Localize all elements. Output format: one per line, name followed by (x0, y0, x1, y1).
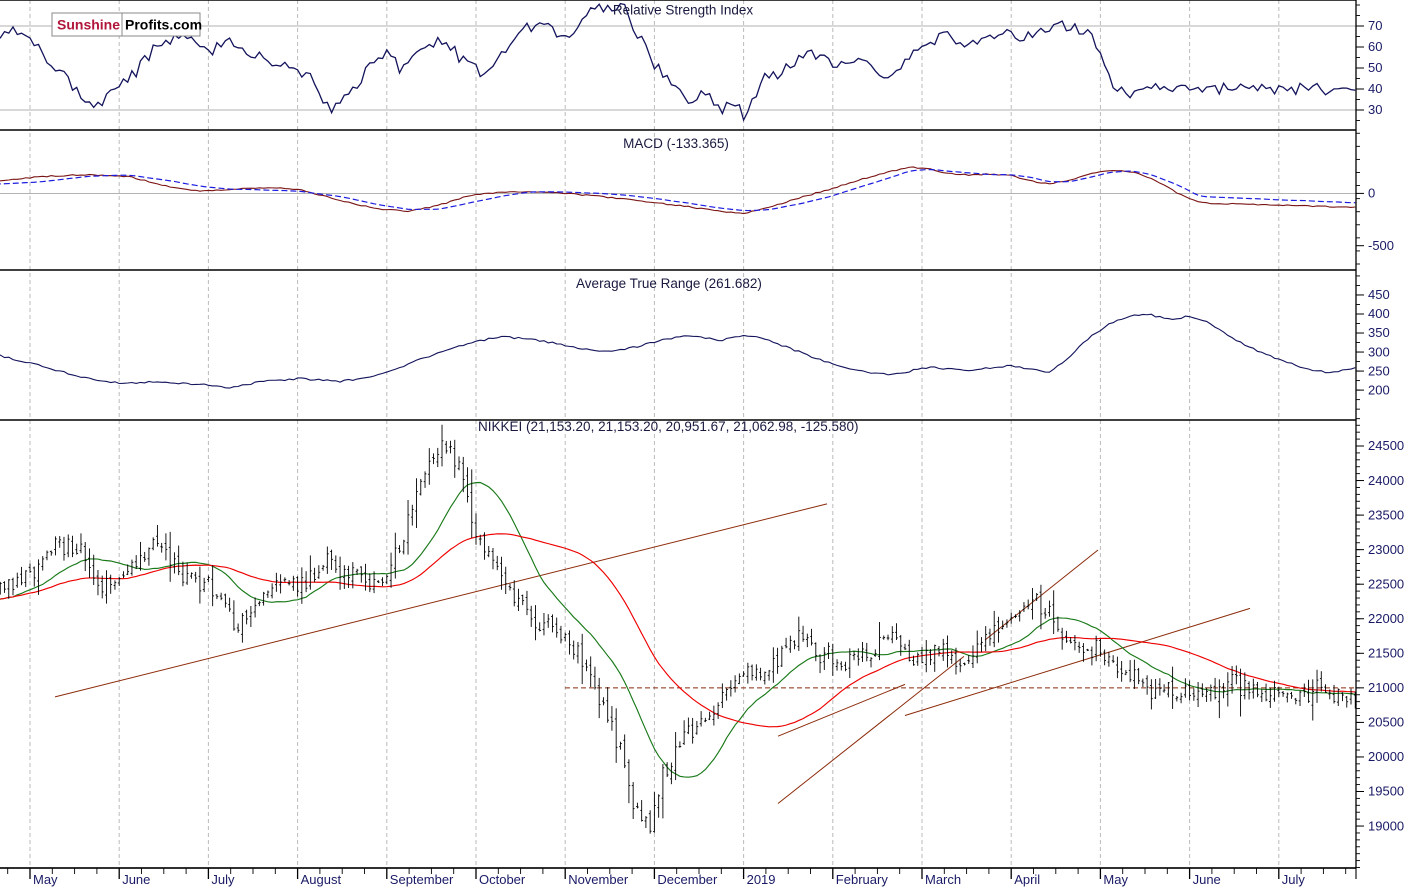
svg-text:Profits.com: Profits.com (125, 17, 202, 33)
svg-text:August: August (301, 872, 342, 887)
svg-text:October: October (479, 872, 526, 887)
svg-text:300: 300 (1368, 344, 1390, 359)
svg-text:21000: 21000 (1368, 680, 1404, 695)
svg-text:19000: 19000 (1368, 818, 1404, 833)
svg-text:30: 30 (1368, 102, 1382, 117)
svg-text:June: June (1193, 872, 1221, 887)
svg-text:2019: 2019 (747, 872, 776, 887)
svg-text:Sunshine: Sunshine (57, 17, 120, 33)
svg-text:24500: 24500 (1368, 438, 1404, 453)
svg-text:400: 400 (1368, 306, 1390, 321)
svg-text:40: 40 (1368, 81, 1382, 96)
svg-text:60: 60 (1368, 39, 1382, 54)
svg-text:March: March (925, 872, 961, 887)
svg-text:June: June (122, 872, 150, 887)
svg-text:350: 350 (1368, 325, 1390, 340)
svg-text:23500: 23500 (1368, 507, 1404, 522)
svg-text:0: 0 (1368, 186, 1375, 201)
svg-text:MACD (-133.365): MACD (-133.365) (623, 136, 729, 151)
svg-text:20000: 20000 (1368, 749, 1404, 764)
svg-text:July: July (1282, 872, 1306, 887)
svg-text:200: 200 (1368, 382, 1390, 397)
svg-text:23000: 23000 (1368, 542, 1404, 557)
svg-text:24000: 24000 (1368, 473, 1404, 488)
svg-text:April: April (1014, 872, 1040, 887)
svg-text:450: 450 (1368, 287, 1390, 302)
svg-text:July: July (211, 872, 235, 887)
svg-text:22000: 22000 (1368, 611, 1404, 626)
svg-text:19500: 19500 (1368, 784, 1404, 799)
svg-text:21500: 21500 (1368, 646, 1404, 661)
svg-text:February: February (836, 872, 889, 887)
svg-text:Average True Range (261.682): Average True Range (261.682) (576, 276, 762, 291)
svg-text:250: 250 (1368, 363, 1390, 378)
svg-text:November: November (568, 872, 629, 887)
svg-text:50: 50 (1368, 60, 1382, 75)
svg-text:May: May (1103, 872, 1128, 887)
svg-text:20500: 20500 (1368, 715, 1404, 730)
svg-text:70: 70 (1368, 18, 1382, 33)
svg-text:December: December (657, 872, 718, 887)
svg-text:22500: 22500 (1368, 576, 1404, 591)
svg-text:NIKKEI (21,153.20, 21,153.20,: NIKKEI (21,153.20, 21,153.20, 20,951.67,… (478, 419, 859, 434)
svg-text:Relative Strength Index: Relative Strength Index (613, 3, 754, 18)
svg-text:May: May (33, 872, 58, 887)
svg-text:September: September (390, 872, 454, 887)
svg-text:-500: -500 (1368, 238, 1394, 253)
